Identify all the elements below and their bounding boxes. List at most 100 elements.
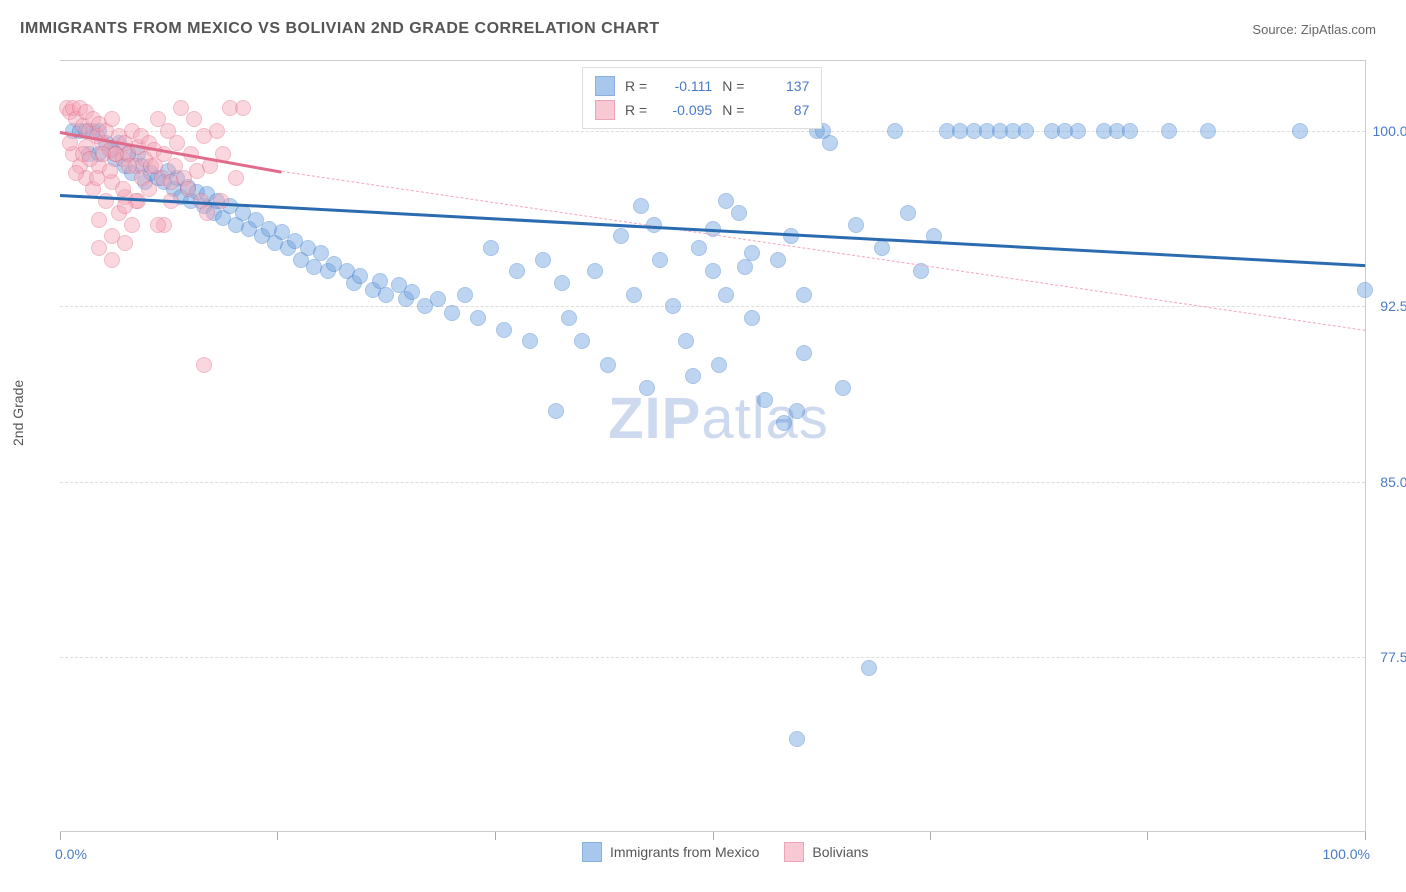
data-point bbox=[1122, 123, 1138, 139]
data-point bbox=[496, 322, 512, 338]
r-value-bolivians: -0.095 bbox=[657, 102, 712, 118]
y-tick-label: 77.5% bbox=[1380, 649, 1406, 665]
legend-item-mexico: Immigrants from Mexico bbox=[582, 842, 759, 862]
data-point bbox=[1018, 123, 1034, 139]
series-legend: Immigrants from Mexico Bolivians bbox=[582, 842, 868, 862]
data-point bbox=[548, 403, 564, 419]
data-point bbox=[91, 240, 107, 256]
data-point bbox=[574, 333, 590, 349]
source-attribution: Source: ZipAtlas.com bbox=[1252, 22, 1376, 37]
data-point bbox=[711, 357, 727, 373]
x-tick bbox=[60, 832, 61, 840]
data-point bbox=[1292, 123, 1308, 139]
data-point bbox=[678, 333, 694, 349]
data-point bbox=[900, 205, 916, 221]
legend-row-mexico: R = -0.111 N = 137 bbox=[595, 74, 809, 98]
data-point bbox=[522, 333, 538, 349]
data-point bbox=[313, 245, 329, 261]
data-point bbox=[796, 345, 812, 361]
swatch-mexico-icon bbox=[582, 842, 602, 862]
data-point bbox=[757, 392, 773, 408]
swatch-bolivians bbox=[595, 100, 615, 120]
data-point bbox=[1070, 123, 1086, 139]
data-point bbox=[150, 217, 166, 233]
data-point bbox=[108, 146, 124, 162]
plot-region bbox=[60, 61, 1365, 832]
data-point bbox=[141, 181, 157, 197]
legend-item-bolivians: Bolivians bbox=[784, 842, 868, 862]
data-point bbox=[613, 228, 629, 244]
data-point bbox=[633, 198, 649, 214]
data-point bbox=[705, 263, 721, 279]
swatch-mexico bbox=[595, 76, 615, 96]
data-point bbox=[652, 252, 668, 268]
y-axis-label: 2nd Grade bbox=[10, 380, 26, 446]
data-point bbox=[718, 193, 734, 209]
data-point bbox=[789, 403, 805, 419]
y-tick-label: 85.0% bbox=[1380, 474, 1406, 490]
chart-area: ZIPatlas R = -0.111 N = 137 R = -0.095 N… bbox=[60, 60, 1366, 832]
source-name: ZipAtlas.com bbox=[1301, 22, 1376, 37]
data-point bbox=[639, 380, 655, 396]
data-point bbox=[509, 263, 525, 279]
data-point bbox=[121, 158, 137, 174]
data-point bbox=[180, 181, 196, 197]
data-point bbox=[600, 357, 616, 373]
data-point bbox=[196, 357, 212, 373]
n-label: N = bbox=[722, 78, 744, 94]
data-point bbox=[457, 287, 473, 303]
data-point bbox=[887, 123, 903, 139]
data-point bbox=[587, 263, 603, 279]
data-point bbox=[91, 212, 107, 228]
data-point bbox=[665, 298, 681, 314]
x-axis-max-label: 100.0% bbox=[1323, 846, 1370, 862]
data-point bbox=[68, 165, 84, 181]
data-point bbox=[626, 287, 642, 303]
data-point bbox=[1200, 123, 1216, 139]
data-point bbox=[731, 205, 747, 221]
data-point bbox=[718, 287, 734, 303]
data-point bbox=[789, 731, 805, 747]
data-point bbox=[102, 163, 118, 179]
data-point bbox=[796, 287, 812, 303]
x-tick bbox=[1365, 832, 1366, 840]
x-tick bbox=[495, 832, 496, 840]
r-label: R = bbox=[625, 102, 647, 118]
n-label: N = bbox=[722, 102, 744, 118]
data-point bbox=[1357, 282, 1373, 298]
data-point bbox=[1161, 123, 1177, 139]
x-tick bbox=[930, 832, 931, 840]
data-point bbox=[561, 310, 577, 326]
gridline bbox=[60, 657, 1365, 658]
data-point bbox=[209, 123, 225, 139]
r-value-mexico: -0.111 bbox=[657, 78, 712, 94]
data-point bbox=[744, 245, 760, 261]
data-point bbox=[404, 284, 420, 300]
y-tick-label: 92.5% bbox=[1380, 298, 1406, 314]
x-tick bbox=[277, 832, 278, 840]
data-point bbox=[430, 291, 446, 307]
data-point bbox=[104, 111, 120, 127]
data-point bbox=[861, 660, 877, 676]
data-point bbox=[352, 268, 368, 284]
data-point bbox=[691, 240, 707, 256]
legend-label-mexico: Immigrants from Mexico bbox=[610, 844, 759, 860]
data-point bbox=[186, 111, 202, 127]
r-label: R = bbox=[625, 78, 647, 94]
data-point bbox=[874, 240, 890, 256]
legend-row-bolivians: R = -0.095 N = 87 bbox=[595, 98, 809, 122]
gridline bbox=[60, 482, 1365, 483]
n-value-mexico: 137 bbox=[754, 78, 809, 94]
data-point bbox=[228, 170, 244, 186]
data-point bbox=[685, 368, 701, 384]
data-point bbox=[147, 158, 163, 174]
y-tick-label: 100.0% bbox=[1373, 123, 1406, 139]
data-point bbox=[470, 310, 486, 326]
data-point bbox=[535, 252, 551, 268]
data-point bbox=[554, 275, 570, 291]
data-point bbox=[213, 193, 229, 209]
data-point bbox=[483, 240, 499, 256]
gridline bbox=[60, 306, 1365, 307]
data-point bbox=[835, 380, 851, 396]
data-point bbox=[117, 235, 133, 251]
